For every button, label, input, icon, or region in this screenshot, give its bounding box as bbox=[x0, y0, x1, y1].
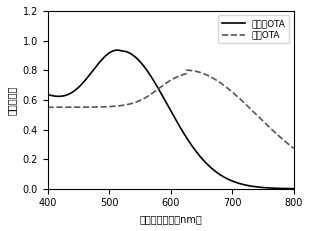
Y-axis label: 紫外吸收值: 紫外吸收值 bbox=[7, 85, 17, 115]
未添加OTA bbox=[292, 187, 296, 190]
添加OTA bbox=[184, 69, 188, 72]
添加OTA bbox=[154, 89, 158, 92]
未添加OTA bbox=[242, 183, 246, 186]
未添加OTA bbox=[116, 49, 119, 52]
添加OTA bbox=[242, 102, 246, 104]
Line: 未添加OTA: 未添加OTA bbox=[48, 50, 294, 189]
添加OTA bbox=[145, 95, 149, 98]
X-axis label: 紫外吸收波长（nm）: 紫外吸收波长（nm） bbox=[140, 214, 202, 224]
未添加OTA bbox=[71, 91, 75, 93]
未添加OTA bbox=[46, 93, 50, 96]
添加OTA bbox=[238, 97, 242, 100]
Line: 添加OTA: 添加OTA bbox=[48, 70, 294, 149]
未添加OTA bbox=[238, 182, 242, 185]
添加OTA bbox=[215, 79, 219, 82]
添加OTA bbox=[46, 106, 50, 109]
Legend: 未添加OTA, 添加OTA: 未添加OTA, 添加OTA bbox=[219, 15, 289, 43]
未添加OTA bbox=[154, 84, 158, 86]
添加OTA bbox=[71, 106, 75, 109]
未添加OTA bbox=[146, 70, 149, 73]
未添加OTA bbox=[215, 171, 219, 174]
添加OTA bbox=[292, 147, 296, 150]
